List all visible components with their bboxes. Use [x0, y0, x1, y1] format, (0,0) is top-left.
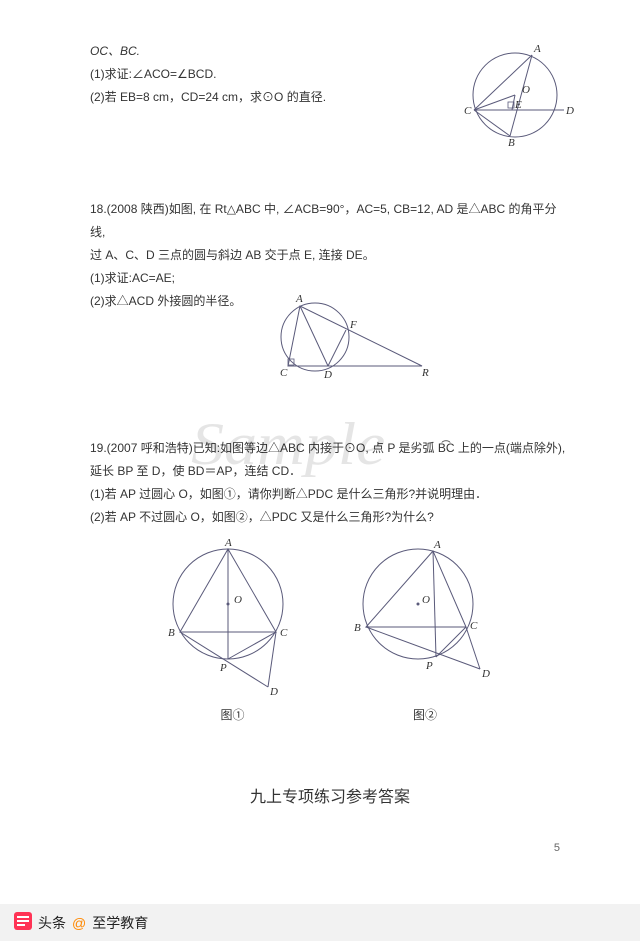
q18-figure: A C D R F [270, 292, 440, 387]
svg-text:D: D [481, 668, 490, 680]
q18-line3: (1)求证:AC=AE; [90, 267, 570, 290]
svg-text:A: A [433, 539, 441, 551]
svg-text:A: A [224, 539, 232, 549]
svg-text:R: R [421, 367, 429, 379]
q18-line1: 18.(2008 陕西)如图, 在 Rt△ABC 中, ∠ACB=90°，AC=… [90, 198, 570, 244]
svg-text:D: D [323, 369, 332, 381]
q19-line1: 19.(2007 呼和浩特)已知:如图等边△ABC 内接于⊙O, 点 P 是劣弧… [90, 437, 570, 460]
q17-block: OC、BC. (1)求证:∠ACO=∠BCD. (2)若 EB=8 cm，CD=… [90, 40, 570, 108]
q17-figure: A B C D E O [460, 40, 580, 150]
svg-text:A: A [533, 43, 541, 55]
q19-line4: (2)若 AP 不过圆心 O，如图②，△PDC 又是什么三角形?为什么? [90, 506, 570, 529]
svg-text:B: B [508, 137, 515, 149]
svg-text:F: F [349, 319, 357, 331]
q19-line2: 延长 BP 至 D，使 BD＝AP，连结 CD． [90, 460, 570, 483]
svg-text:C: C [280, 367, 288, 379]
q19-fig1-col: A B C P D O 图① [158, 539, 308, 723]
svg-text:O: O [422, 594, 430, 606]
svg-text:P: P [219, 662, 227, 674]
svg-text:D: D [565, 105, 574, 117]
svg-text:C: C [470, 620, 478, 632]
svg-text:O: O [522, 84, 530, 96]
footer-bar: 头条 @ 至学教育 [0, 904, 640, 941]
q19-fig2-col: A B C P D O 图② [348, 539, 503, 723]
svg-text:B: B [354, 622, 361, 634]
q19-line3: (1)若 AP 过圆心 O，如图①，请你判断△PDC 是什么三角形?并说明理由． [90, 483, 570, 506]
footer-source: 头条 [38, 913, 66, 933]
svg-text:C: C [464, 105, 472, 117]
q19-fig2-caption: 图② [348, 706, 503, 723]
answers-title: 九上专项练习参考答案 [90, 783, 570, 807]
q18-block: 18.(2008 陕西)如图, 在 Rt△ABC 中, ∠ACB=90°，AC=… [90, 198, 570, 387]
q19-block: 19.(2007 呼和浩特)已知:如图等边△ABC 内接于⊙O, 点 P 是劣弧… [90, 437, 570, 722]
svg-text:D: D [269, 686, 278, 698]
q19-fig1-caption: 图① [158, 706, 308, 723]
footer-at: @ [72, 915, 86, 931]
page-number: 5 [554, 842, 560, 854]
q19-figure-1: A B C P D O [158, 539, 308, 699]
document-page: Sample OC、BC. (1)求证:∠ACO=∠BCD. (2)若 EB=8… [0, 0, 640, 904]
svg-text:B: B [168, 627, 175, 639]
toutiao-icon [14, 912, 32, 933]
svg-text:P: P [425, 660, 433, 672]
svg-text:C: C [280, 627, 288, 639]
footer-author: 至学教育 [92, 913, 148, 933]
q19-figure-2: A B C P D O [348, 539, 503, 699]
q18-line2: 过 A、C、D 三点的圆与斜边 AB 交于点 E, 连接 DE。 [90, 244, 570, 267]
svg-text:O: O [234, 594, 242, 606]
svg-text:A: A [295, 293, 303, 305]
q19-figures-row: A B C P D O 图① A [90, 539, 570, 723]
svg-text:E: E [514, 99, 522, 111]
